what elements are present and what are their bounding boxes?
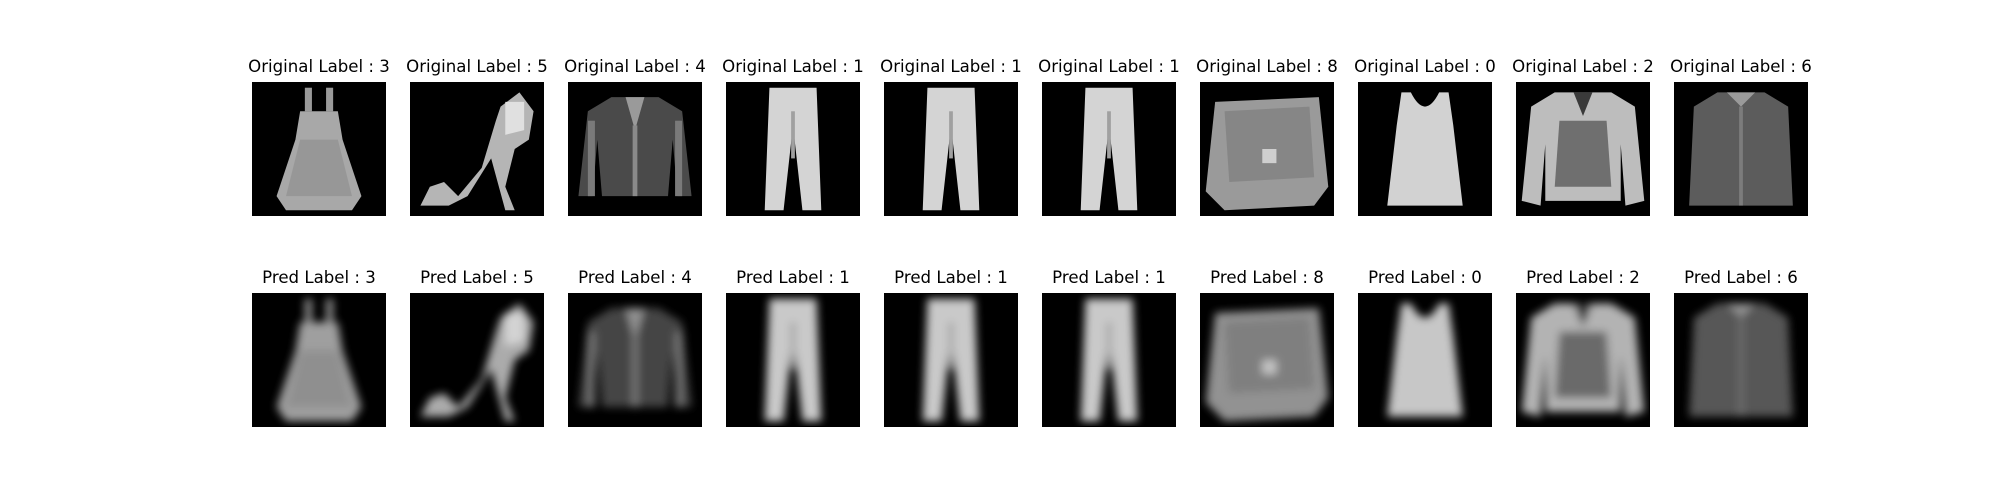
panel-title: Pred Label : 2 (1526, 268, 1640, 287)
pullover-icon (1521, 92, 1645, 206)
panel-title: Pred Label : 4 (578, 268, 692, 287)
panel-title: Original Label : 3 (248, 57, 390, 76)
image-thumbnail (1200, 82, 1334, 216)
panel-title: Original Label : 4 (564, 57, 706, 76)
panel-title: Pred Label : 1 (1052, 268, 1166, 287)
panel-title: Original Label : 1 (880, 57, 1022, 76)
image-thumbnail (726, 82, 860, 216)
image-thumbnail (1674, 293, 1808, 427)
panel-title: Original Label : 0 (1354, 57, 1496, 76)
panel-title: Original Label : 1 (722, 57, 864, 76)
image-thumbnail (568, 82, 702, 216)
panel-title: Original Label : 1 (1038, 57, 1180, 76)
image-thumbnail (410, 293, 544, 427)
image-thumbnail (884, 293, 1018, 427)
sandal-icon (420, 92, 534, 211)
image-thumbnail (252, 293, 386, 427)
image-thumbnail (1042, 82, 1176, 216)
panel-title: Original Label : 8 (1196, 57, 1338, 76)
image-thumbnail (1358, 82, 1492, 216)
dress-icon (276, 87, 362, 211)
trouser-icon (1080, 298, 1138, 422)
panel-title: Original Label : 2 (1512, 57, 1654, 76)
image-thumbnail (568, 293, 702, 427)
image-thumbnail (884, 82, 1018, 216)
pullover-icon (1521, 303, 1645, 417)
coat-icon (578, 97, 692, 197)
image-thumbnail (1042, 293, 1176, 427)
trouser-icon (922, 87, 980, 211)
shirt-icon (1689, 303, 1793, 417)
panel-title: Original Label : 5 (406, 57, 548, 76)
coat-icon (578, 308, 692, 408)
panel-title: Pred Label : 3 (262, 268, 376, 287)
trouser-icon (764, 298, 822, 422)
image-thumbnail (410, 82, 544, 216)
image-thumbnail (1674, 82, 1808, 216)
shirt-icon (1689, 92, 1793, 206)
image-thumbnail (1516, 293, 1650, 427)
tshirt-top-icon (1387, 303, 1463, 417)
dress-icon (276, 298, 362, 422)
panel-title: Pred Label : 5 (420, 268, 534, 287)
panel-title: Pred Label : 1 (736, 268, 850, 287)
image-thumbnail (1516, 82, 1650, 216)
sandal-icon (420, 303, 534, 422)
panel-title: Pred Label : 1 (894, 268, 1008, 287)
panel-title: Pred Label : 6 (1684, 268, 1798, 287)
image-thumbnail (1200, 293, 1334, 427)
image-thumbnail (1358, 293, 1492, 427)
trouser-icon (1080, 87, 1138, 211)
trouser-icon (764, 87, 822, 211)
panel-title: Pred Label : 0 (1368, 268, 1482, 287)
bag-icon (1205, 308, 1329, 422)
image-thumbnail (252, 82, 386, 216)
image-thumbnail (726, 293, 860, 427)
tshirt-top-icon (1387, 92, 1463, 206)
panel-title: Original Label : 6 (1670, 57, 1812, 76)
bag-icon (1205, 97, 1329, 211)
trouser-icon (922, 298, 980, 422)
panel-title: Pred Label : 8 (1210, 268, 1324, 287)
